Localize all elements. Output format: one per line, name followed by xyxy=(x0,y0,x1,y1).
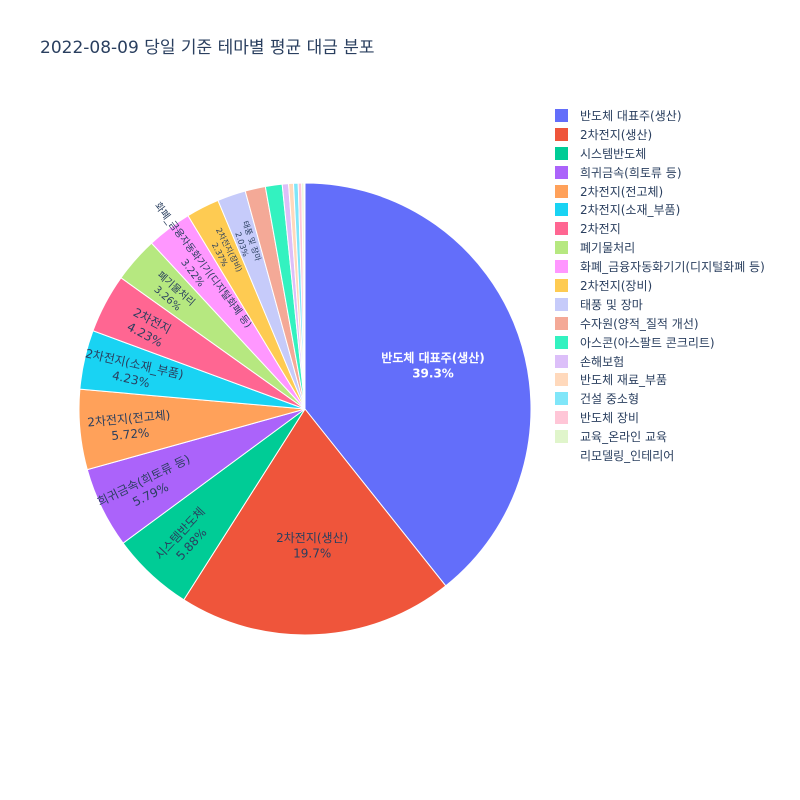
legend-swatch xyxy=(555,373,568,387)
legend-label: 수자원(양적_질적 개선) xyxy=(580,316,699,331)
legend-item[interactable]: 반도체 대표주(생산) xyxy=(555,106,765,125)
legend-item[interactable]: 2차전지(장비) xyxy=(555,276,765,295)
legend-label: 시스템반도체 xyxy=(580,146,647,161)
slice-label-name: 2차전지(생산) xyxy=(276,531,348,545)
slice-label: 2차전지(생산) 19.7% xyxy=(276,531,348,561)
legend-item[interactable]: 건설 중소형 xyxy=(555,389,765,408)
legend-swatch xyxy=(555,184,568,198)
legend-swatch xyxy=(555,165,568,179)
legend-swatch xyxy=(555,278,568,292)
legend-swatch xyxy=(555,448,568,462)
legend-item[interactable]: 2차전지(생산) xyxy=(555,125,765,144)
legend-label: 반도체 재료_부품 xyxy=(580,373,668,388)
legend-item[interactable]: 화폐_금융자동화기기(디지털화폐 등) xyxy=(555,257,765,276)
legend-item[interactable]: 교육_온라인 교육 xyxy=(555,427,765,446)
legend-label: 2차전지(장비) xyxy=(580,278,653,293)
legend-item[interactable]: 반도체 재료_부품 xyxy=(555,370,765,389)
legend-item[interactable]: 태풍 및 장마 xyxy=(555,295,765,314)
legend-item[interactable]: 손해보험 xyxy=(555,352,765,371)
legend-label: 건설 중소형 xyxy=(580,392,640,407)
legend-swatch xyxy=(555,297,568,311)
legend-item[interactable]: 희귀금속(희토류 등) xyxy=(555,163,765,182)
legend-item[interactable]: 리모델링_인테리어 xyxy=(555,446,765,465)
legend-swatch xyxy=(555,108,568,122)
legend-swatch xyxy=(555,335,568,349)
legend-swatch xyxy=(555,354,568,368)
legend-swatch xyxy=(555,127,568,141)
legend-label: 2차전지 xyxy=(580,222,621,237)
legend-label: 태풍 및 장마 xyxy=(580,297,643,312)
slice-label-name: 반도체 대표주(생산) xyxy=(381,350,484,365)
legend-item[interactable]: 아스콘(아스팔트 콘크리트) xyxy=(555,333,765,352)
legend-item[interactable]: 반도체 장비 xyxy=(555,408,765,427)
pie-slice[interactable] xyxy=(303,182,306,410)
pie-slice[interactable] xyxy=(304,182,532,587)
legend-label: 손해보험 xyxy=(580,354,625,369)
legend-label: 폐기물처리 xyxy=(580,241,636,256)
legend-label: 리모델링_인테리어 xyxy=(580,448,675,463)
legend-label: 아스콘(아스팔트 콘크리트) xyxy=(580,335,715,350)
legend-swatch xyxy=(555,241,568,255)
legend-label: 화폐_금융자동화기기(디지털화폐 등) xyxy=(580,260,765,275)
legend-item[interactable]: 폐기물처리 xyxy=(555,238,765,257)
slice-label: 반도체 대표주(생산)39.3% xyxy=(381,350,484,381)
legend-swatch xyxy=(555,430,568,444)
legend-swatch xyxy=(555,146,568,160)
legend-label: 반도체 장비 xyxy=(580,411,640,426)
legend-label: 반도체 대표주(생산) xyxy=(580,108,682,123)
legend-swatch xyxy=(555,260,568,274)
slice-label-percent: 19.7% xyxy=(293,547,331,561)
legend-swatch xyxy=(555,411,568,425)
legend-label: 2차전지(전고체) xyxy=(580,184,664,199)
legend-label: 2차전지(생산) xyxy=(580,127,653,142)
slice-label-percent: 39.3% xyxy=(412,366,454,380)
chart-title: 2022-08-09 당일 기준 테마별 평균 대금 분포 xyxy=(40,38,375,58)
legend-label: 교육_온라인 교육 xyxy=(580,430,668,445)
legend-swatch xyxy=(555,316,568,330)
legend-label: 2차전지(소재_부품) xyxy=(580,203,681,218)
legend-item[interactable]: 2차전지 xyxy=(555,219,765,238)
legend-item[interactable]: 2차전지(소재_부품) xyxy=(555,200,765,219)
legend-swatch xyxy=(555,392,568,406)
legend-label: 희귀금속(희토류 등) xyxy=(580,165,682,180)
legend-swatch xyxy=(555,203,568,217)
legend-item[interactable]: 2차전지(전고체) xyxy=(555,182,765,201)
legend-item[interactable]: 시스템반도체 xyxy=(555,144,765,163)
slice-label-percent: 5.72% xyxy=(111,426,150,443)
legend-swatch xyxy=(555,222,568,236)
legend-item[interactable]: 수자원(양적_질적 개선) xyxy=(555,314,765,333)
pie-slice[interactable] xyxy=(183,408,447,636)
